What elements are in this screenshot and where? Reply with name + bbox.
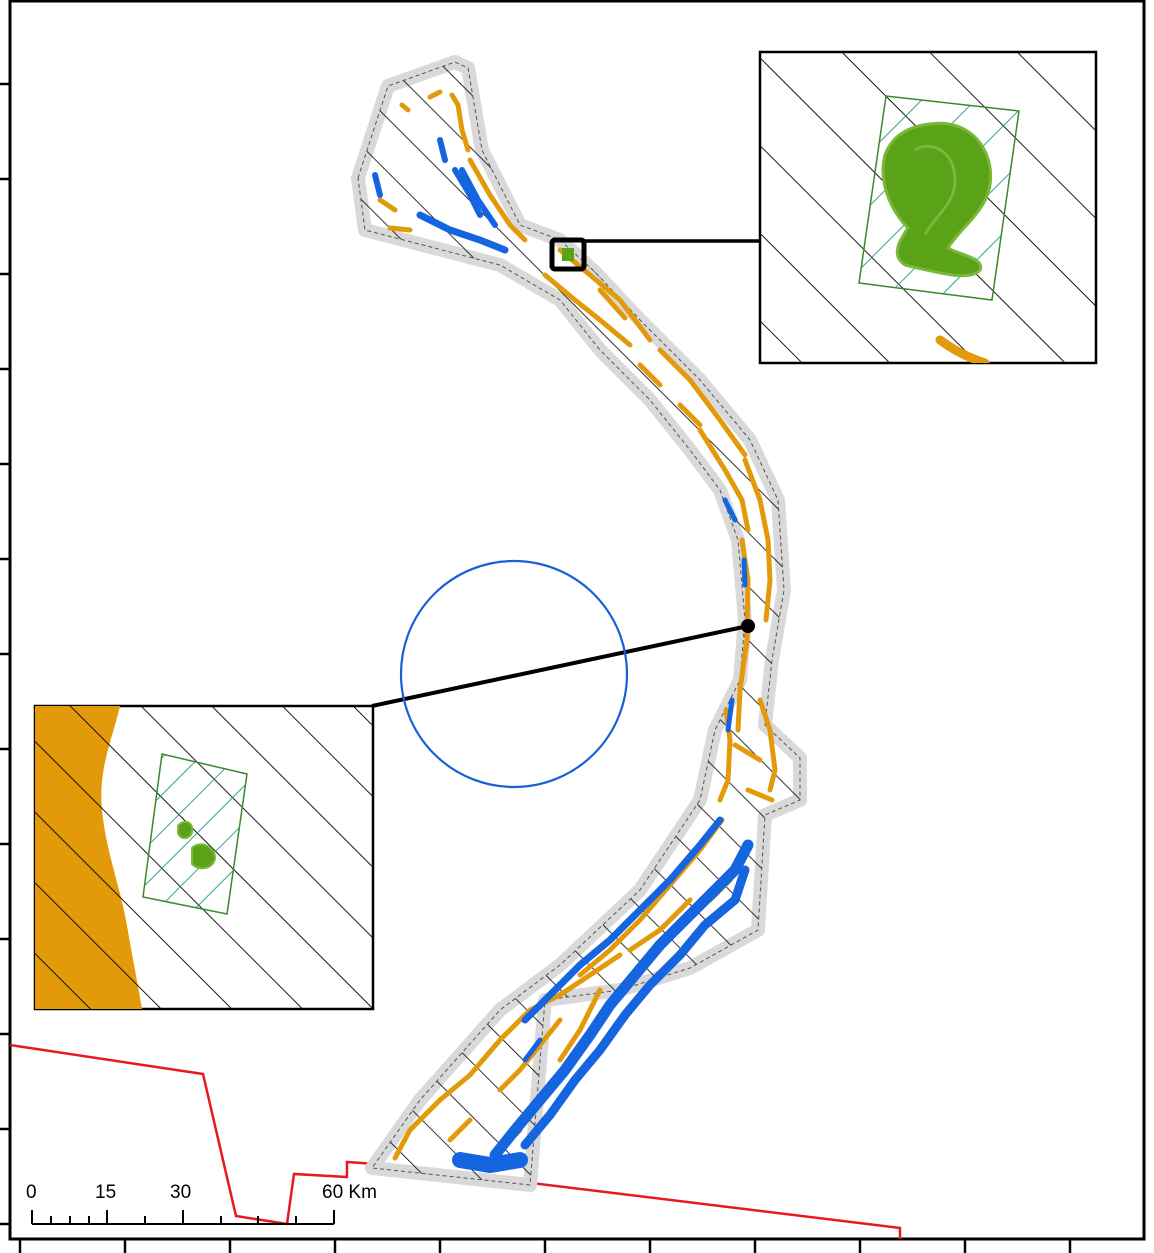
- inset-ll-plot: [142, 753, 248, 915]
- inset-upper-right: [758, 50, 1098, 365]
- frame-ticks: [0, 0, 1072, 1253]
- scale-label-60km: 60 Km: [322, 1182, 377, 1203]
- water-features: [372, 137, 754, 1174]
- reference-circle: [399, 559, 629, 789]
- scale-label-15: 15: [95, 1182, 116, 1203]
- inset-ll-vegetation-patch-b: [191, 843, 217, 870]
- upper-locator-box: [549, 237, 587, 272]
- scale-label-30: 30: [170, 1182, 191, 1203]
- inset-lower-left: [33, 704, 375, 1011]
- inset-ll-vegetation-patch-a: [177, 820, 194, 840]
- lower-leader-line: [371, 624, 749, 708]
- inset-ur-sediment: [935, 335, 990, 363]
- inset-ur-vegetation-patch: [881, 121, 993, 278]
- scale-label-0: 0: [26, 1182, 37, 1203]
- sediment-features: [377, 89, 778, 1161]
- scale-bar: 0 15 30 60 Km: [26, 1182, 377, 1225]
- administrative-boundary-line: [9, 1043, 902, 1239]
- upper-locator-vegetation: [562, 248, 574, 261]
